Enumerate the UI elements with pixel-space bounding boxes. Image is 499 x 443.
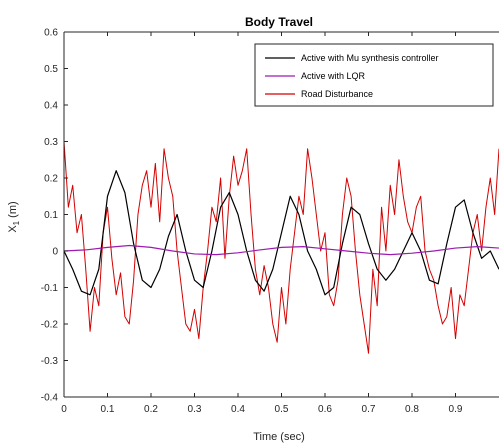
x-tick-label: 0.3: [188, 404, 202, 415]
y-tick-label: 0.6: [44, 28, 58, 39]
legend-label-3: Road Disturbance: [301, 89, 373, 99]
x-tick-label: 0.5: [275, 404, 289, 415]
y-tick-label: 0.3: [44, 137, 58, 148]
chart-title: Body Travel: [245, 15, 313, 29]
x-tick-label: 0.8: [405, 404, 419, 415]
y-tick-label: -0.4: [41, 393, 59, 404]
y-tick-label: 0.5: [44, 64, 58, 75]
legend-label-1: Active with Mu synthesis controller: [301, 53, 439, 63]
series-line-1: [64, 170, 499, 296]
y-tick-label: -0.2: [41, 320, 59, 331]
y-axis-title-unit: (m): [7, 201, 19, 221]
y-tick-label: 0.1: [44, 210, 58, 221]
legend-box: [254, 43, 494, 107]
series-line-2: [64, 244, 499, 256]
x-tick-label: 0.4: [231, 404, 245, 415]
y-axis-title-symbol: X: [7, 225, 19, 233]
x-tick-label: 0.1: [101, 404, 115, 415]
y-axis-title-subscript: 1: [12, 220, 21, 225]
x-tick-label: 0.2: [144, 404, 158, 415]
y-axis-title: X1 (m): [7, 201, 21, 232]
x-tick-label: 0.7: [362, 404, 376, 415]
y-tick-label: 0.4: [44, 101, 58, 112]
y-tick-label: 0.2: [44, 174, 58, 185]
x-tick-label: 0.9: [449, 404, 463, 415]
y-tick-label: -0.3: [41, 356, 59, 367]
y-tick-label: 0: [52, 247, 58, 258]
axes-layer: 0 0.1 0.2 0.3 0.4 0.5 0.6 0.7 0.8 0.9 -0.4 -0.3 -0.2…: [41, 28, 499, 415]
x-tick-label: 0: [61, 404, 67, 415]
legend: Active with Mu synthesis controller Activ…: [254, 43, 494, 107]
y-tick-label: -0.1: [41, 283, 59, 294]
legend-label-2: Active with LQR: [301, 71, 366, 81]
series-layer: [64, 141, 499, 354]
x-axis-title: Time (sec): [253, 431, 305, 443]
series-line-3: [64, 141, 499, 354]
x-tick-label: 0.6: [318, 404, 332, 415]
